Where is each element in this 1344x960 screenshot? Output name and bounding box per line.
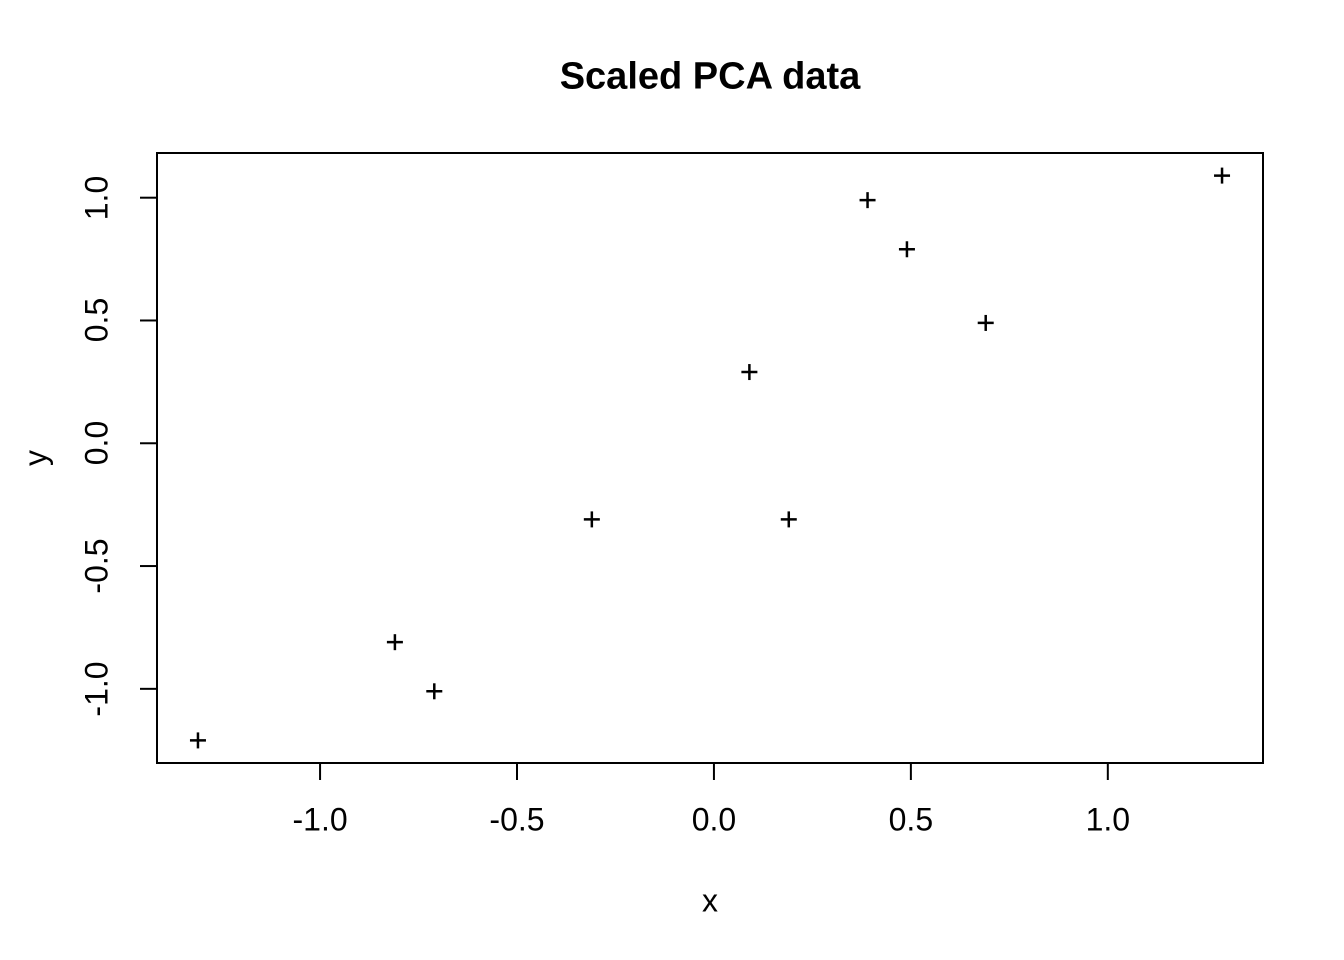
y-tick-label: 0.5 (78, 298, 115, 343)
x-tick-label: 0.0 (691, 801, 737, 838)
y-axis-label: y (17, 450, 54, 466)
x-tick-label: 1.0 (1085, 801, 1131, 838)
scatter-points-layer (189, 167, 1231, 749)
x-tick-label: -1.0 (292, 801, 348, 838)
axis-ticks-layer (140, 196, 1109, 780)
data-point-marker (780, 511, 797, 528)
plot-area-border (156, 152, 1264, 764)
x-tick-label: -0.5 (489, 801, 545, 838)
x-axis-label: x (702, 882, 718, 919)
chart-title: Scaled PCA data (559, 55, 861, 98)
y-tick-label: -0.5 (78, 538, 115, 594)
data-point-marker (426, 683, 443, 700)
data-point-marker (189, 732, 206, 749)
y-tick-label: 1.0 (78, 175, 115, 220)
data-point-marker (898, 241, 915, 258)
data-point-marker (859, 192, 876, 209)
data-point-marker (741, 364, 758, 381)
data-point-marker (583, 511, 600, 528)
y-tick-label: -1.0 (78, 661, 115, 717)
data-point-marker (977, 314, 994, 331)
data-point-marker (1214, 167, 1231, 184)
x-tick-label: 0.5 (888, 801, 934, 838)
data-point-marker (386, 634, 403, 651)
y-tick-label: 0.0 (78, 421, 115, 466)
